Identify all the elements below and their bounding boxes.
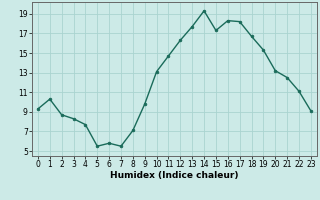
X-axis label: Humidex (Indice chaleur): Humidex (Indice chaleur) bbox=[110, 171, 239, 180]
